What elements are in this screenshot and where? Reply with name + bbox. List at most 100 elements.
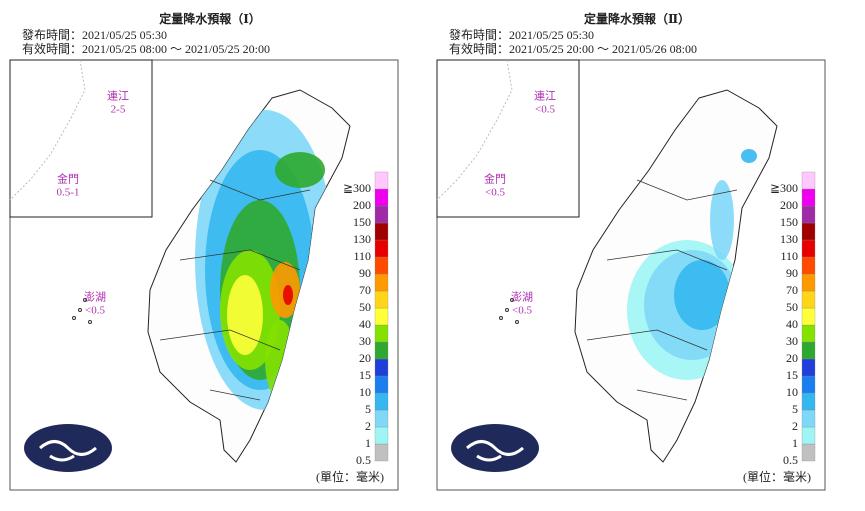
coastline <box>436 59 513 201</box>
kinmen-value: 0.5-1 <box>57 187 80 199</box>
legend-swatch <box>801 188 816 207</box>
island <box>505 308 509 312</box>
legend-label: 1 <box>792 436 798 450</box>
unit-label: (單位：毫米) <box>316 469 384 484</box>
panel-title: 定量降水預報（Ⅰ） <box>159 11 261 26</box>
legend-label: 15 <box>359 368 371 382</box>
map-panel: 連江2-5 金門0.5-1 澎湖<0.5 0.5 1 2 5 10 15 20 30 40 50 70 90… <box>9 59 399 491</box>
coastline <box>9 59 86 201</box>
rain-area <box>227 275 263 355</box>
issue-time: 發布時間：2021/05/25 05:30 <box>22 27 167 42</box>
island <box>83 298 87 302</box>
issue-time: 發布時間：2021/05/25 05:30 <box>449 27 594 42</box>
legend-label: 130 <box>353 232 371 246</box>
legend-swatch <box>374 443 389 462</box>
legend-label: ≧300 <box>770 181 798 195</box>
county-borders <box>586 179 738 401</box>
legend-swatch <box>374 188 389 207</box>
rain-area <box>674 260 730 330</box>
penghu-name: 澎湖 <box>511 291 533 304</box>
matsu-name: 連江 <box>107 89 129 103</box>
legend-swatch <box>374 426 389 445</box>
inset-frame <box>9 59 153 218</box>
legend-swatch <box>801 375 816 394</box>
legend-label: 40 <box>786 317 798 331</box>
legend-swatch <box>801 426 816 445</box>
legend-label: 110 <box>780 249 798 263</box>
legend-label: 20 <box>786 351 798 365</box>
rain-area <box>741 149 757 163</box>
rain-area <box>275 152 325 188</box>
legend-swatch <box>801 256 816 275</box>
island <box>510 298 514 302</box>
legend-label: 5 <box>792 402 798 416</box>
legend-label: 2 <box>365 419 371 433</box>
kinmen-value: <0.5 <box>485 187 505 199</box>
matsu-value: 2-5 <box>111 104 126 116</box>
legend-swatch <box>801 358 816 377</box>
county-borders <box>159 179 311 401</box>
map-panel: 連江<0.5金門<0.5澎湖<0.50.51251015203040507090… <box>436 59 826 491</box>
legend-label: 50 <box>786 300 798 314</box>
legend-swatch <box>374 171 389 190</box>
legend-label: 130 <box>780 232 798 246</box>
legend-swatch <box>801 222 816 241</box>
panel-title: 定量降水預報（Ⅱ） <box>584 11 690 26</box>
legend-label: 10 <box>786 385 798 399</box>
legend-label: 90 <box>786 266 798 280</box>
legend-swatch <box>374 409 389 428</box>
legend-label: 30 <box>359 334 371 348</box>
rain-area <box>283 285 293 305</box>
island <box>515 320 519 324</box>
penghu-value: <0.5 <box>85 305 105 317</box>
island <box>78 308 82 312</box>
legend-swatch <box>374 358 389 377</box>
legend-label: 20 <box>359 351 371 365</box>
matsu-value: <0.5 <box>535 104 555 116</box>
legend-swatch <box>374 222 389 241</box>
legend-swatch <box>374 290 389 309</box>
logo-swirl <box>39 440 97 462</box>
legend-swatch <box>801 307 816 326</box>
legend-swatch <box>801 443 816 462</box>
legend-swatch <box>374 324 389 343</box>
unit-label: (單位：毫米) <box>743 469 811 484</box>
legend-swatch <box>801 239 816 258</box>
legend-swatch <box>801 171 816 190</box>
legend-swatch <box>374 205 389 224</box>
penghu-name: 澎湖 <box>84 291 106 304</box>
legend-label: 70 <box>359 283 371 297</box>
legend-label: 70 <box>786 283 798 297</box>
legend-label: ≧300 <box>343 181 371 195</box>
island <box>499 316 503 320</box>
kinmen-name: 金門 <box>484 172 506 186</box>
legend-swatch <box>801 273 816 292</box>
legend-swatch <box>374 239 389 258</box>
legend-swatch <box>374 341 389 360</box>
legend-swatch <box>374 392 389 411</box>
valid-time: 有效時間：2021/05/25 08:00 ～ 2021/05/25 20:00 <box>22 41 270 56</box>
valid-time: 有效時間：2021/05/25 20:00 ～ 2021/05/26 08:00 <box>449 41 697 56</box>
legend-label: 150 <box>780 215 798 229</box>
legend-swatch <box>801 205 816 224</box>
legend-label: 200 <box>780 198 798 212</box>
penghu-value: <0.5 <box>512 305 532 317</box>
legend-label: 110 <box>353 249 371 263</box>
legend-label: 2 <box>792 419 798 433</box>
matsu-name: 連江 <box>534 89 556 103</box>
legend-label: 200 <box>353 198 371 212</box>
legend-label: 15 <box>786 368 798 382</box>
inset-frame <box>436 59 580 218</box>
island <box>72 316 76 320</box>
legend-swatch <box>374 256 389 275</box>
legend-swatch <box>801 341 816 360</box>
legend-label: 5 <box>365 402 371 416</box>
rain-area <box>710 180 734 260</box>
legend-swatch <box>801 409 816 428</box>
legend-label: 0.5 <box>783 453 798 467</box>
legend-label: 10 <box>359 385 371 399</box>
legend-swatch <box>801 392 816 411</box>
legend-label: 1 <box>365 436 371 450</box>
legend-label: 50 <box>359 300 371 314</box>
